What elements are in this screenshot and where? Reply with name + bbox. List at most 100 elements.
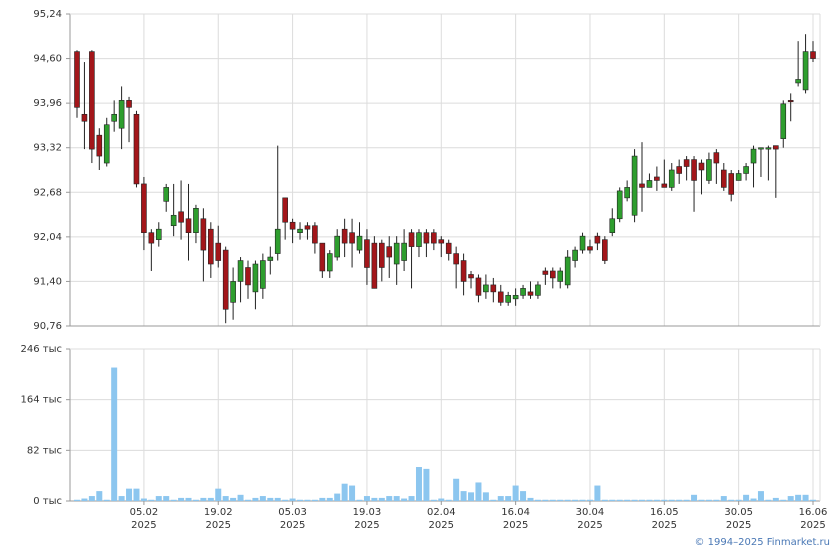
candle-body xyxy=(720,169,727,188)
candle-body xyxy=(431,232,437,244)
y-tick-label: 94,60 xyxy=(33,54,62,65)
volume-bar xyxy=(371,497,378,501)
candle-body xyxy=(371,242,378,289)
candle-body xyxy=(631,155,638,216)
y-tick-label: 164 тыс xyxy=(21,395,62,406)
candle-body xyxy=(549,270,556,279)
volume-bar xyxy=(586,499,593,501)
volume-bar xyxy=(282,499,289,501)
y-tick-label: 93,32 xyxy=(33,143,62,154)
x-tick-label: 30.05 2025 xyxy=(724,507,753,531)
volume-bar xyxy=(267,497,274,501)
y-tick-label: 0 тыс xyxy=(33,496,62,507)
volume-bar xyxy=(705,499,712,501)
candle-body xyxy=(282,197,288,223)
y-tick-label: 92,04 xyxy=(33,232,62,243)
candle-body xyxy=(602,239,608,261)
volume-bar xyxy=(542,499,549,501)
candle-body xyxy=(89,51,95,150)
candle-body xyxy=(706,159,712,181)
volume-bar xyxy=(215,488,222,501)
y-tick-label: 246 тыс xyxy=(21,344,62,355)
volume-bar xyxy=(772,497,779,501)
volume-bar xyxy=(88,496,95,501)
candle-body xyxy=(379,242,385,268)
volume-bar xyxy=(304,499,311,501)
candle-body xyxy=(676,166,682,174)
candle-body xyxy=(312,225,318,244)
candle-body xyxy=(326,253,333,272)
volume-bar xyxy=(668,499,675,501)
volume-bar xyxy=(445,499,452,501)
volume-bar xyxy=(624,499,631,501)
volume-bar xyxy=(676,499,683,501)
volume-bar xyxy=(363,496,370,501)
volume-bar xyxy=(311,499,318,501)
candle-body xyxy=(579,235,586,251)
volume-bar xyxy=(341,483,348,501)
x-tick-label: 02.04 2025 xyxy=(426,507,456,531)
volume-bar xyxy=(698,499,705,501)
volume-bar xyxy=(572,499,579,501)
candle-body xyxy=(155,228,162,240)
candle-body xyxy=(460,260,467,282)
volume-bar xyxy=(453,478,460,501)
candle-body xyxy=(386,246,393,258)
volume-bar xyxy=(222,496,229,501)
volume-bar xyxy=(111,367,118,501)
volume-bar xyxy=(415,467,422,501)
candle-body xyxy=(141,183,147,233)
candle-body xyxy=(713,152,720,164)
volume-bar xyxy=(289,498,296,501)
candle-body xyxy=(527,291,534,296)
volume-bar xyxy=(438,498,445,501)
volume-bar xyxy=(683,499,690,501)
y-tick-label: 91,40 xyxy=(33,276,62,287)
candle-body xyxy=(200,218,207,251)
volume-bar xyxy=(252,497,259,501)
volume-bar xyxy=(579,499,586,501)
candle-body xyxy=(661,183,668,188)
volume-bar xyxy=(430,499,437,501)
volume-bar xyxy=(728,499,735,501)
volume-bar xyxy=(468,492,475,501)
volume-bar xyxy=(616,499,623,501)
x-tick-label: 16.05 2025 xyxy=(649,507,679,531)
volume-bar xyxy=(118,496,125,501)
volume-bar xyxy=(505,496,512,501)
volume-bar xyxy=(631,499,638,501)
volume-bar xyxy=(237,494,244,501)
candle-body xyxy=(178,211,184,223)
x-tick-label: 19.02 2025 xyxy=(203,507,233,531)
candle-body xyxy=(520,288,526,296)
candle-body xyxy=(148,232,155,244)
volume-bar xyxy=(319,497,326,501)
volume-bar xyxy=(192,499,199,501)
volume-bar xyxy=(780,499,787,501)
candle-body xyxy=(758,147,764,150)
volume-bar xyxy=(178,497,185,501)
candle-body xyxy=(341,228,348,244)
candle-body xyxy=(193,208,199,233)
candle-body xyxy=(96,134,103,157)
y-tick-label: 90,76 xyxy=(33,321,62,332)
volume-bar xyxy=(148,499,155,501)
candle-body xyxy=(222,249,229,310)
volume-bar xyxy=(244,499,251,501)
volume-bar xyxy=(802,494,809,501)
volume-bar xyxy=(230,497,237,501)
y-tick-label: 93,96 xyxy=(33,98,62,109)
candle-body xyxy=(237,260,244,282)
candle-body xyxy=(564,256,571,286)
candle-body xyxy=(557,270,564,282)
candle-body xyxy=(304,225,311,230)
volume-bar xyxy=(334,493,341,501)
volume-bar xyxy=(743,494,750,501)
volume-bar xyxy=(297,499,304,501)
y-tick-label: 92,68 xyxy=(33,187,62,198)
candle-body xyxy=(111,113,117,122)
volume-bar xyxy=(140,498,147,501)
candle-body xyxy=(401,242,407,261)
volume-bar xyxy=(408,496,415,501)
volume-bar xyxy=(527,497,534,501)
